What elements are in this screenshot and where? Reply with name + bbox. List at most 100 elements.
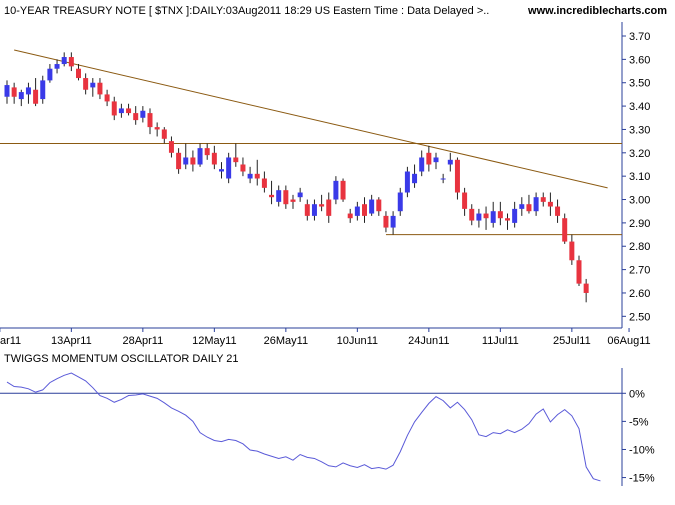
candle-up: [419, 157, 425, 172]
candle-up: [25, 87, 31, 95]
date-tick-label: 30Mar11: [0, 335, 21, 347]
candle-down: [33, 89, 39, 104]
candle-down: [326, 199, 332, 216]
candle-down: [233, 157, 239, 163]
candle-down: [283, 190, 289, 205]
candle-up: [40, 80, 46, 100]
candle-down: [104, 94, 110, 102]
candle-down: [426, 152, 432, 165]
price-y-tick-label: 3.20: [629, 148, 650, 160]
candle-up: [247, 173, 253, 179]
candle-down: [147, 113, 153, 128]
date-tick-label: 06Aug11: [607, 335, 650, 347]
candle-up: [90, 82, 96, 88]
candle-down: [555, 206, 561, 216]
candle-down: [204, 148, 210, 156]
candle-down: [161, 129, 167, 139]
candle-down: [176, 152, 182, 170]
candle-down: [190, 157, 196, 165]
candle-down: [576, 260, 582, 284]
price-y-tick-label: 3.50: [629, 78, 650, 90]
date-tick-label: 28Apr11: [122, 335, 163, 347]
candle-up: [333, 180, 339, 200]
candle-up: [440, 178, 446, 180]
price-annotations: [0, 49, 622, 236]
price-y-tick-label: 2.70: [629, 265, 650, 277]
candle-up: [276, 190, 282, 202]
candle-down: [319, 204, 325, 207]
price-y-tick-label: 3.00: [629, 195, 650, 207]
candle-down: [83, 78, 89, 90]
candle-up: [140, 110, 146, 118]
resistance-trendline: [14, 49, 608, 189]
candle-up: [447, 159, 453, 165]
candle-up: [4, 85, 10, 97]
candle-down: [11, 87, 17, 97]
candle-up: [297, 192, 303, 198]
price-candles: [4, 52, 589, 303]
price-y-tick-label: 3.10: [629, 171, 650, 183]
candle-up: [354, 206, 360, 216]
candle-up: [412, 173, 418, 184]
date-axis: 30Mar11 13Apr11 28Apr11 12May11 26May11 10Jun…: [0, 328, 651, 347]
candle-down: [497, 211, 503, 219]
candle-up: [433, 157, 439, 163]
candle-up: [54, 64, 60, 69]
candle-down: [383, 215, 389, 228]
candle-up: [197, 148, 203, 165]
site-label: www.incrediblecharts.com: [527, 5, 667, 17]
candle-up: [183, 157, 189, 165]
candle-up: [118, 108, 124, 114]
candle-down: [154, 127, 160, 130]
oscillator-line: [6, 372, 601, 482]
price-y-tick-label: 3.40: [629, 101, 650, 113]
candle-down: [347, 213, 353, 219]
candle-down: [240, 164, 246, 172]
candle-down: [583, 283, 589, 293]
candle-down: [254, 173, 260, 179]
candle-up: [219, 169, 224, 172]
price-y-tick-label: 2.50: [629, 311, 650, 323]
candle-down: [111, 101, 117, 116]
date-tick-label: 10Jun11: [337, 335, 378, 347]
candle-down: [547, 201, 553, 207]
price-y-tick-label: 2.90: [629, 218, 650, 230]
candle-down: [505, 218, 510, 221]
candle-down: [126, 108, 132, 114]
oscillator-y-tick-label: -5%: [629, 416, 649, 428]
candle-down: [540, 197, 546, 202]
candle-up: [397, 192, 403, 212]
candle-down: [340, 180, 346, 200]
candle-up: [47, 68, 53, 81]
candle-up: [226, 157, 232, 179]
candle-down: [290, 199, 296, 202]
candle-up: [490, 211, 496, 223]
price-y-tick-label: 3.60: [629, 54, 650, 66]
date-tick-label: 12May11: [192, 335, 236, 347]
price-axis: 2.50 2.60 2.70 2.80 2.90 3.00 3.10 3.20 3.30 3.40…: [622, 31, 650, 323]
date-tick-label: 26May11: [264, 335, 308, 347]
candle-up: [369, 199, 375, 214]
candle-down: [376, 199, 382, 212]
candle-up: [404, 171, 410, 193]
price-y-tick-label: 2.60: [629, 288, 650, 300]
candle-down: [269, 194, 275, 198]
candle-down: [362, 204, 367, 216]
oscillator-y-tick-label: -15%: [629, 473, 655, 485]
candle-up: [519, 204, 525, 209]
price-grid: [0, 22, 623, 329]
candle-up: [311, 204, 317, 216]
candle-down: [483, 213, 489, 219]
candle-up: [533, 197, 539, 212]
candle-down: [304, 204, 310, 216]
price-y-tick-label: 3.30: [629, 124, 650, 136]
oscillator-panel: 0% -5% -10% -15%: [0, 368, 655, 486]
candle-down: [454, 159, 460, 193]
oscillator-title: TWIGGS MOMENTUM OSCILLATOR DAILY 21: [4, 353, 239, 365]
date-tick-label: 25Jul11: [553, 335, 591, 347]
candle-down: [76, 68, 81, 79]
candle-up: [512, 208, 518, 223]
